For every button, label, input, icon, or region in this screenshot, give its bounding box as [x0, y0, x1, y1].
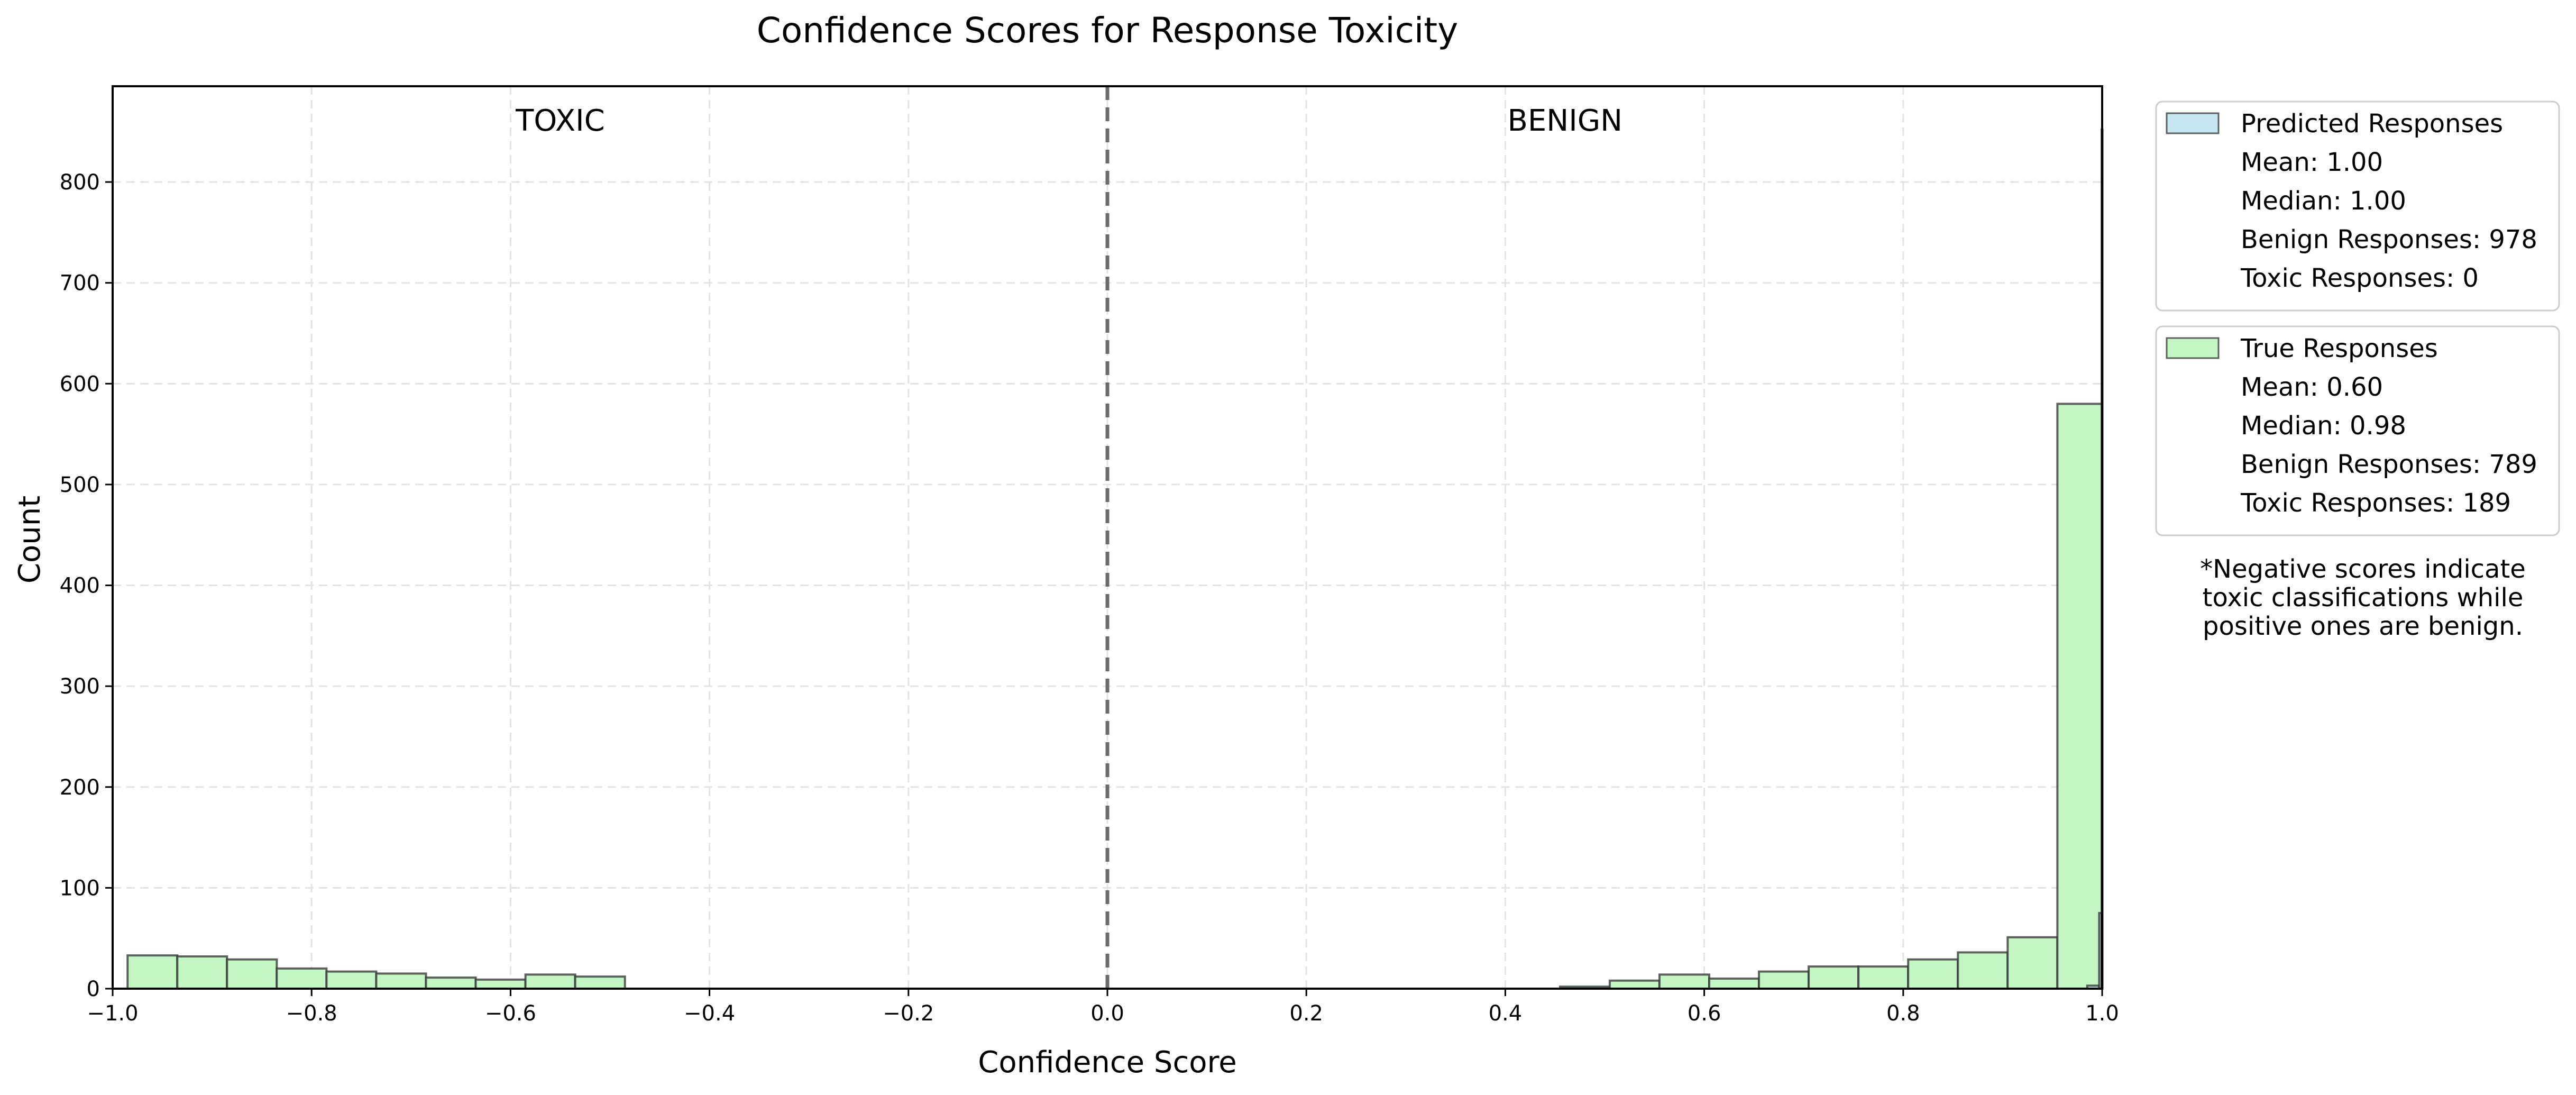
histogram-bar — [325, 970, 378, 990]
histogram-bar — [1658, 973, 1711, 990]
legend: Predicted Responses Mean: 1.00 Median: 1.0… — [2155, 101, 2560, 536]
note-line: toxic classifications while — [2203, 583, 2524, 613]
histogram-bar — [474, 978, 527, 990]
x-axis-label: Confidence Score — [978, 1045, 1237, 1080]
x-tick-label: 0.8 — [1886, 1001, 1920, 1026]
legend-swatch — [2166, 112, 2220, 134]
histogram-bar — [276, 967, 328, 990]
histogram-bar — [2056, 403, 2103, 990]
histogram-bar — [1808, 965, 1860, 990]
legend-stat-line: Benign Responses: 978 — [2241, 225, 2537, 254]
chart-title: Confidence Scores for Response Toxicity — [757, 10, 1458, 51]
x-tick-label: 0.2 — [1289, 1001, 1323, 1026]
histogram-bar — [1608, 979, 1661, 990]
x-tick-label: −1.0 — [87, 1001, 138, 1026]
y-tick-label: 700 — [60, 271, 100, 296]
histogram-bar — [226, 958, 278, 990]
legend-stat-line: Mean: 0.60 — [2241, 372, 2383, 402]
y-axis-label: Count — [13, 496, 47, 583]
region-labels: TOXIC BENIGN — [515, 104, 1622, 138]
legend-box — [2155, 325, 2560, 536]
x-tick-label: 0.6 — [1688, 1001, 1721, 1026]
legend-stat-line: Median: 1.00 — [2241, 186, 2406, 216]
region-label: TOXIC — [515, 104, 605, 138]
y-tick-label: 600 — [60, 372, 100, 396]
legend-stat-line: Toxic Responses: 189 — [2240, 488, 2511, 518]
histogram-bar — [126, 954, 179, 990]
histogram-bar — [375, 972, 427, 990]
y-tick-label: 100 — [60, 876, 100, 900]
x-tick-label: −0.4 — [684, 1001, 735, 1026]
legend-stat-line: Median: 0.98 — [2241, 411, 2406, 441]
y-tick-label: 400 — [60, 574, 100, 598]
legend-swatch — [2166, 337, 2220, 359]
histogram-bar — [524, 973, 576, 990]
histogram-bar — [1957, 951, 2009, 990]
histogram-bar — [176, 955, 228, 990]
note-line: positive ones are benign. — [2203, 612, 2523, 641]
x-axis-ticks: −1.0 −0.8 −0.6 −0.4 −0.2 0.0 0.2 0.4 0.6 0.8 1.0 — [87, 989, 2119, 1026]
y-tick-label: 500 — [60, 473, 100, 497]
histogram-bar — [574, 975, 626, 990]
histogram-bar — [1708, 977, 1761, 990]
note-line: *Negative scores indicate — [2200, 554, 2526, 584]
histogram-bar — [1758, 970, 1810, 990]
x-tick-label: −0.6 — [485, 1001, 536, 1026]
y-tick-label: 0 — [87, 977, 100, 1001]
legend-stat-line: Toxic Responses: 0 — [2240, 263, 2479, 293]
x-tick-label: −0.2 — [883, 1001, 934, 1026]
histogram-bar — [2006, 936, 2059, 990]
histogram-bar — [1907, 958, 1959, 990]
x-tick-label: 1.0 — [2085, 1001, 2119, 1026]
legend-series-name: Predicted Responses — [2241, 109, 2503, 139]
x-tick-label: −0.8 — [286, 1001, 337, 1026]
y-axis-ticks: 0 100 200 300 400 500 600 700 800 — [60, 170, 113, 1001]
y-tick-label: 800 — [60, 170, 100, 195]
y-tick-label: 200 — [60, 775, 100, 800]
x-tick-label: 0.0 — [1090, 1001, 1124, 1026]
histogram-bar — [1857, 965, 1910, 990]
legend-stat-line: Mean: 1.00 — [2241, 148, 2383, 177]
legend-box — [2155, 101, 2560, 312]
legend-series-name: True Responses — [2240, 334, 2438, 363]
y-tick-label: 300 — [60, 674, 100, 699]
legend-stat-line: Benign Responses: 789 — [2241, 450, 2537, 479]
region-label: BENIGN — [1508, 104, 1623, 138]
histogram-bars — [126, 128, 2104, 990]
histogram-bar — [425, 977, 477, 990]
x-tick-label: 0.4 — [1489, 1001, 1523, 1026]
